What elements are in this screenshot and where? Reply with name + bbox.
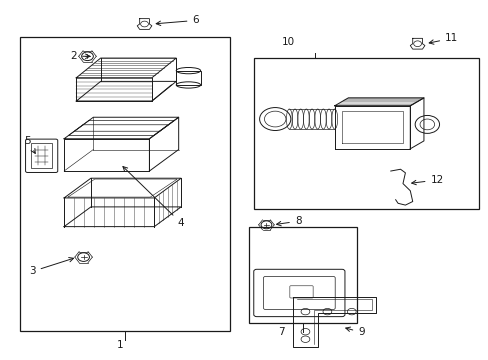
Text: 12: 12: [411, 175, 443, 185]
Text: 3: 3: [29, 257, 73, 276]
Text: 10: 10: [281, 37, 294, 47]
Text: 8: 8: [276, 216, 301, 226]
Text: 5: 5: [24, 136, 35, 153]
Bar: [31, 143, 52, 168]
Bar: [254, 58, 478, 209]
Bar: [176, 71, 200, 85]
Text: 4: 4: [122, 167, 184, 228]
Text: 11: 11: [428, 33, 457, 44]
Text: 1: 1: [117, 340, 123, 350]
Text: 2: 2: [70, 51, 90, 61]
Bar: [20, 37, 229, 330]
Text: 6: 6: [156, 15, 199, 26]
Bar: [249, 226, 356, 323]
Text: 7: 7: [277, 327, 284, 337]
Text: 9: 9: [345, 327, 364, 337]
